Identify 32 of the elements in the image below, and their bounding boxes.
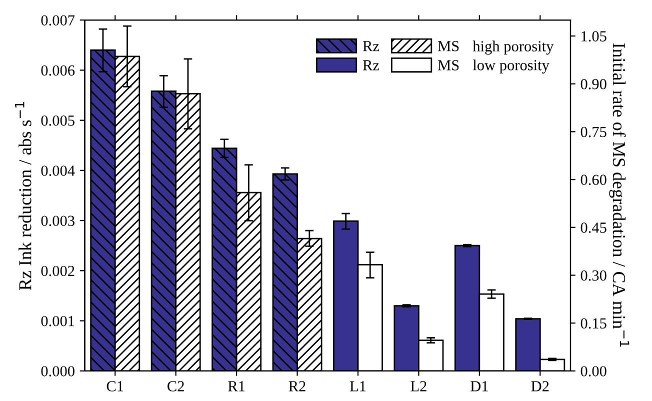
y-tick-label: 0.000 [41, 366, 74, 376]
y-tick-label: 0.004 [41, 166, 75, 176]
x-tick-label: C2 [168, 381, 184, 392]
y2-tick-label: 0.45 [580, 222, 606, 233]
y-tick-label: 0.007 [41, 15, 75, 26]
x-tick-label: D2 [531, 381, 549, 392]
x-tick-label: L1 [350, 381, 366, 392]
legend-label: Rz [362, 60, 380, 70]
y2-tick-label: 0.30 [580, 270, 606, 281]
y2-axis-title: Initial rate of MS degradation / CA min$^{−1}$ [609, 43, 630, 347]
y2-tick-label: 0.75 [580, 126, 606, 138]
y-tick-label: 0.002 [41, 266, 74, 276]
x-tick-label: R2 [288, 381, 306, 392]
y-tick-label: 0.001 [41, 316, 74, 326]
y-tick-label: 0.003 [41, 216, 74, 226]
x-tick-label: L2 [410, 381, 426, 392]
y2-tick-label: 0.60 [580, 174, 606, 186]
legend-label: Rz [362, 41, 380, 52]
legend-label: MS [438, 60, 459, 70]
annotation: high porosity [472, 40, 554, 55]
y2-tick-label: 1.05 [582, 31, 606, 42]
y-tick-label: 0.005 [41, 115, 74, 126]
y2-tick-label: 0.15 [580, 318, 606, 329]
y-tick-label: 0.006 [41, 65, 75, 76]
x-tick-label: R1 [228, 381, 245, 392]
x-tick-label: C1 [106, 381, 124, 392]
annotation: low porosity [472, 60, 550, 74]
x-tick-label: D1 [470, 381, 488, 392]
legend-label: MS [438, 41, 459, 52]
y2-tick-label: 0.00 [580, 366, 606, 376]
y2-tick-label: 0.90 [580, 78, 606, 90]
y-axis-title: Rz Ink reduction / abs s$^{−1}$ [15, 102, 32, 290]
